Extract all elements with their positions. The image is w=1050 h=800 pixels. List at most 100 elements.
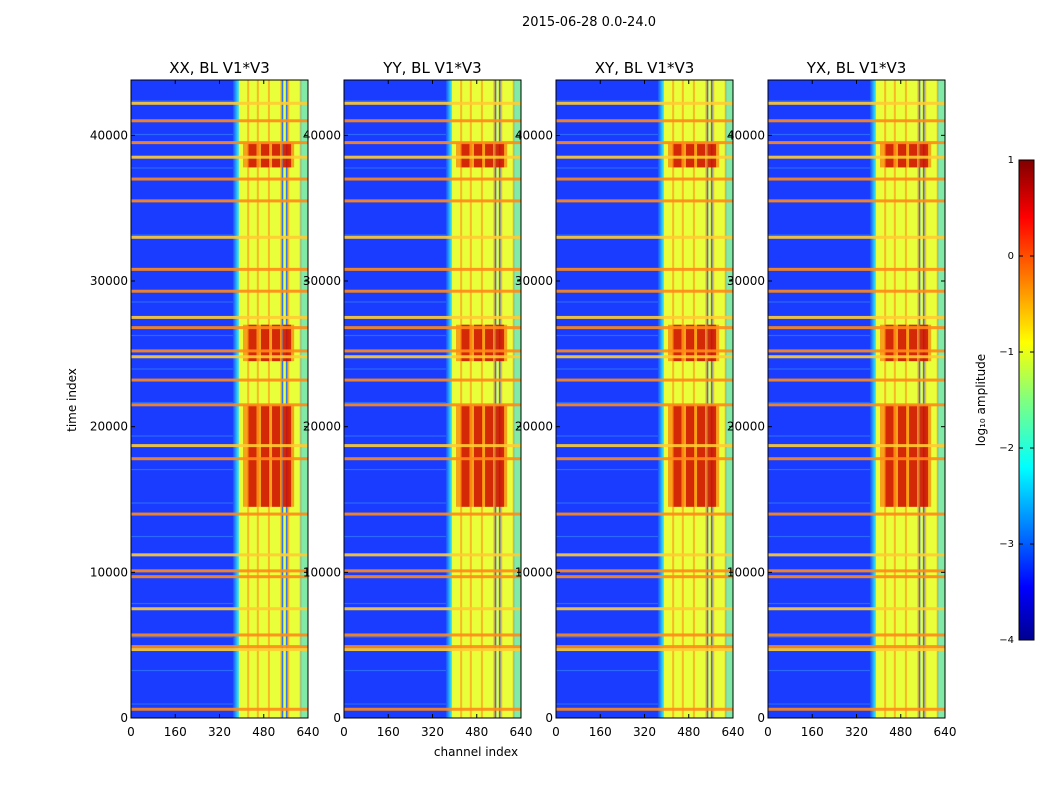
channel-stripe — [493, 80, 496, 718]
background-streak — [768, 133, 945, 136]
background-streak — [131, 234, 308, 236]
rfi-line — [344, 648, 521, 652]
rfi-line — [131, 355, 308, 359]
bright-cell — [496, 324, 505, 362]
channel-dropout — [706, 80, 709, 718]
panel-3: YX, BL V1*V3 0 160 320 480 640 0 10000 20000 3000… — [727, 59, 957, 739]
rfi-line — [768, 199, 945, 203]
y-tick-label: 40000 — [727, 128, 765, 142]
colorbar-tick-label: −3 — [999, 539, 1014, 550]
background-streak — [556, 100, 733, 102]
colorbar: 1 0 −1 −2 −3 −4 log₁₀ amplitude — [974, 155, 1035, 646]
rfi-line — [344, 199, 521, 203]
rfi-line — [556, 648, 733, 652]
y-tick-label: 0 — [545, 711, 553, 725]
rfi-line — [344, 155, 521, 159]
colorbar-tick-label: −2 — [999, 443, 1014, 454]
channel-stripe — [287, 80, 290, 718]
bright-cell — [708, 324, 717, 362]
rfi-line — [556, 553, 733, 557]
rfi-line — [344, 289, 521, 293]
background-streak — [556, 133, 733, 136]
channel-stripe — [267, 80, 270, 718]
bright-cell — [272, 404, 281, 507]
signal-band — [238, 80, 308, 718]
rfi-line — [768, 101, 945, 105]
y-tick-label: 30000 — [727, 274, 765, 288]
rfi-line — [344, 101, 521, 105]
rfi-line — [344, 403, 521, 407]
background-streak — [131, 435, 308, 437]
rfi-line — [768, 648, 945, 652]
bright-cell — [473, 142, 482, 168]
rfi-line — [768, 267, 945, 271]
rfi-line — [131, 645, 308, 649]
rfi-line — [768, 235, 945, 239]
x-tick-label: 480 — [252, 725, 275, 739]
rfi-line — [556, 235, 733, 239]
x-tick-label: 640 — [510, 725, 533, 739]
channel-dropout — [498, 80, 501, 718]
x-tick-label: 480 — [889, 725, 912, 739]
rfi-line — [556, 349, 733, 353]
background-streak — [768, 636, 945, 638]
channel-stripe — [480, 80, 483, 718]
rfi-line — [556, 101, 733, 105]
rfi-line — [768, 155, 945, 159]
x-tick-label: 320 — [845, 725, 868, 739]
y-tick-label: 10000 — [515, 565, 553, 579]
bright-cell — [283, 142, 292, 168]
rfi-line — [131, 326, 308, 330]
heatmap-image — [768, 80, 945, 718]
bright-cell — [697, 142, 706, 168]
rfi-line — [344, 355, 521, 359]
background-streak — [556, 502, 733, 504]
channel-dropout — [494, 80, 497, 718]
bright-cell — [485, 324, 494, 362]
x-tick-label: 160 — [377, 725, 400, 739]
rfi-line — [344, 141, 521, 145]
x-tick-label: 320 — [633, 725, 656, 739]
rfi-line — [556, 575, 733, 579]
y-axis-label: time index — [65, 368, 79, 432]
x-tick-label: 640 — [722, 725, 745, 739]
heatmap-image — [556, 80, 733, 718]
channel-stripe — [705, 80, 708, 718]
rfi-line — [768, 444, 945, 448]
background-streak — [768, 602, 945, 605]
y-tick-label: 0 — [120, 711, 128, 725]
rfi-line — [344, 267, 521, 271]
rfi-line — [556, 315, 733, 319]
rfi-line — [344, 607, 521, 611]
background-streak — [131, 502, 308, 504]
colorbar-tick-label: −4 — [999, 635, 1014, 646]
panels: XX, BL V1*V3 0 160 320 480 640 0 10000 20000 3000… — [90, 59, 957, 739]
bright-cell — [272, 324, 281, 362]
rfi-line — [344, 444, 521, 448]
background-streak — [768, 301, 945, 303]
y-tick-label: 40000 — [515, 128, 553, 142]
x-tick-label: 640 — [297, 725, 320, 739]
rfi-line — [131, 289, 308, 293]
rfi-line — [768, 177, 945, 181]
rfi-line — [344, 326, 521, 330]
rfi-line — [768, 512, 945, 516]
x-tick-label: 320 — [421, 725, 444, 739]
x-axis-label: channel index — [434, 745, 518, 759]
rfi-line — [131, 648, 308, 652]
rfi-line — [131, 403, 308, 407]
background-streak — [344, 167, 521, 169]
rfi-line — [768, 315, 945, 319]
rfi-line — [131, 575, 308, 579]
band-edge — [232, 80, 243, 718]
y-tick-label: 30000 — [303, 274, 341, 288]
background-streak — [768, 401, 945, 404]
rfi-line — [131, 199, 308, 203]
bright-cell — [909, 324, 918, 362]
rfi-line — [131, 315, 308, 319]
background-streak — [556, 435, 733, 437]
background-streak — [556, 167, 733, 169]
bright-cell — [909, 404, 918, 507]
rfi-line — [344, 512, 521, 516]
y-tick-label: 20000 — [727, 420, 765, 434]
